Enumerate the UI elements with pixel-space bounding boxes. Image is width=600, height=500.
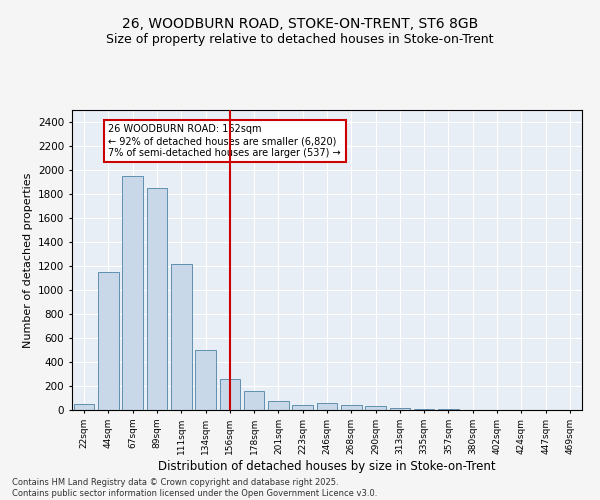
- Bar: [268, 401, 289, 410]
- Bar: [171, 264, 191, 410]
- Text: Size of property relative to detached houses in Stoke-on-Trent: Size of property relative to detached ho…: [106, 32, 494, 46]
- Y-axis label: Number of detached properties: Number of detached properties: [23, 172, 32, 348]
- Text: 26, WOODBURN ROAD, STOKE-ON-TRENT, ST6 8GB: 26, WOODBURN ROAD, STOKE-ON-TRENT, ST6 8…: [122, 18, 478, 32]
- Bar: [74, 404, 94, 410]
- Text: 26 WOODBURN ROAD: 162sqm
← 92% of detached houses are smaller (6,820)
7% of semi: 26 WOODBURN ROAD: 162sqm ← 92% of detach…: [109, 124, 341, 158]
- Text: Contains HM Land Registry data © Crown copyright and database right 2025.
Contai: Contains HM Land Registry data © Crown c…: [12, 478, 377, 498]
- Bar: [389, 408, 410, 410]
- Bar: [146, 188, 167, 410]
- Bar: [292, 404, 313, 410]
- Bar: [341, 405, 362, 410]
- Bar: [220, 379, 240, 410]
- Bar: [365, 406, 386, 410]
- Bar: [122, 176, 143, 410]
- Bar: [195, 350, 216, 410]
- Bar: [244, 392, 265, 410]
- Bar: [414, 409, 434, 410]
- Bar: [98, 272, 119, 410]
- X-axis label: Distribution of detached houses by size in Stoke-on-Trent: Distribution of detached houses by size …: [158, 460, 496, 472]
- Bar: [317, 404, 337, 410]
